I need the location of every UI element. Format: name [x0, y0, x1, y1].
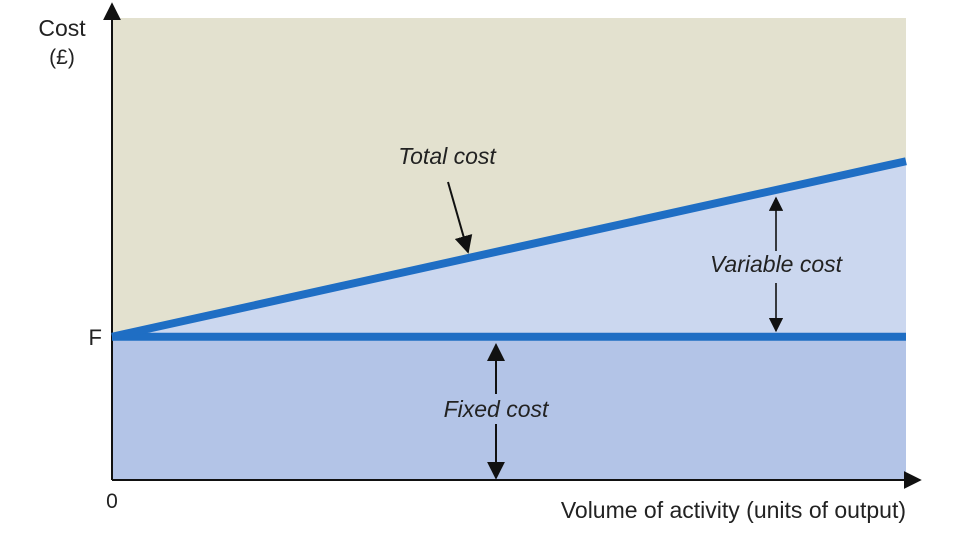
- total-cost-line: [111, 157, 907, 341]
- origin-label: 0: [106, 490, 118, 513]
- x-axis-label: Volume of activity (units of output): [561, 497, 906, 523]
- fixed-cost-tick-label: F: [89, 325, 102, 350]
- y-axis-label-line-2: (£): [49, 46, 75, 69]
- total-cost-annotation: Total cost: [398, 143, 497, 169]
- area-fixed-cost: [112, 336, 906, 480]
- fixed-cost-annotation: Fixed cost: [444, 396, 550, 422]
- y-axis-label-line-1: Cost: [38, 15, 86, 41]
- total-cost-arrow: [447, 181, 473, 254]
- variable-cost-annotation: Variable cost: [710, 251, 844, 277]
